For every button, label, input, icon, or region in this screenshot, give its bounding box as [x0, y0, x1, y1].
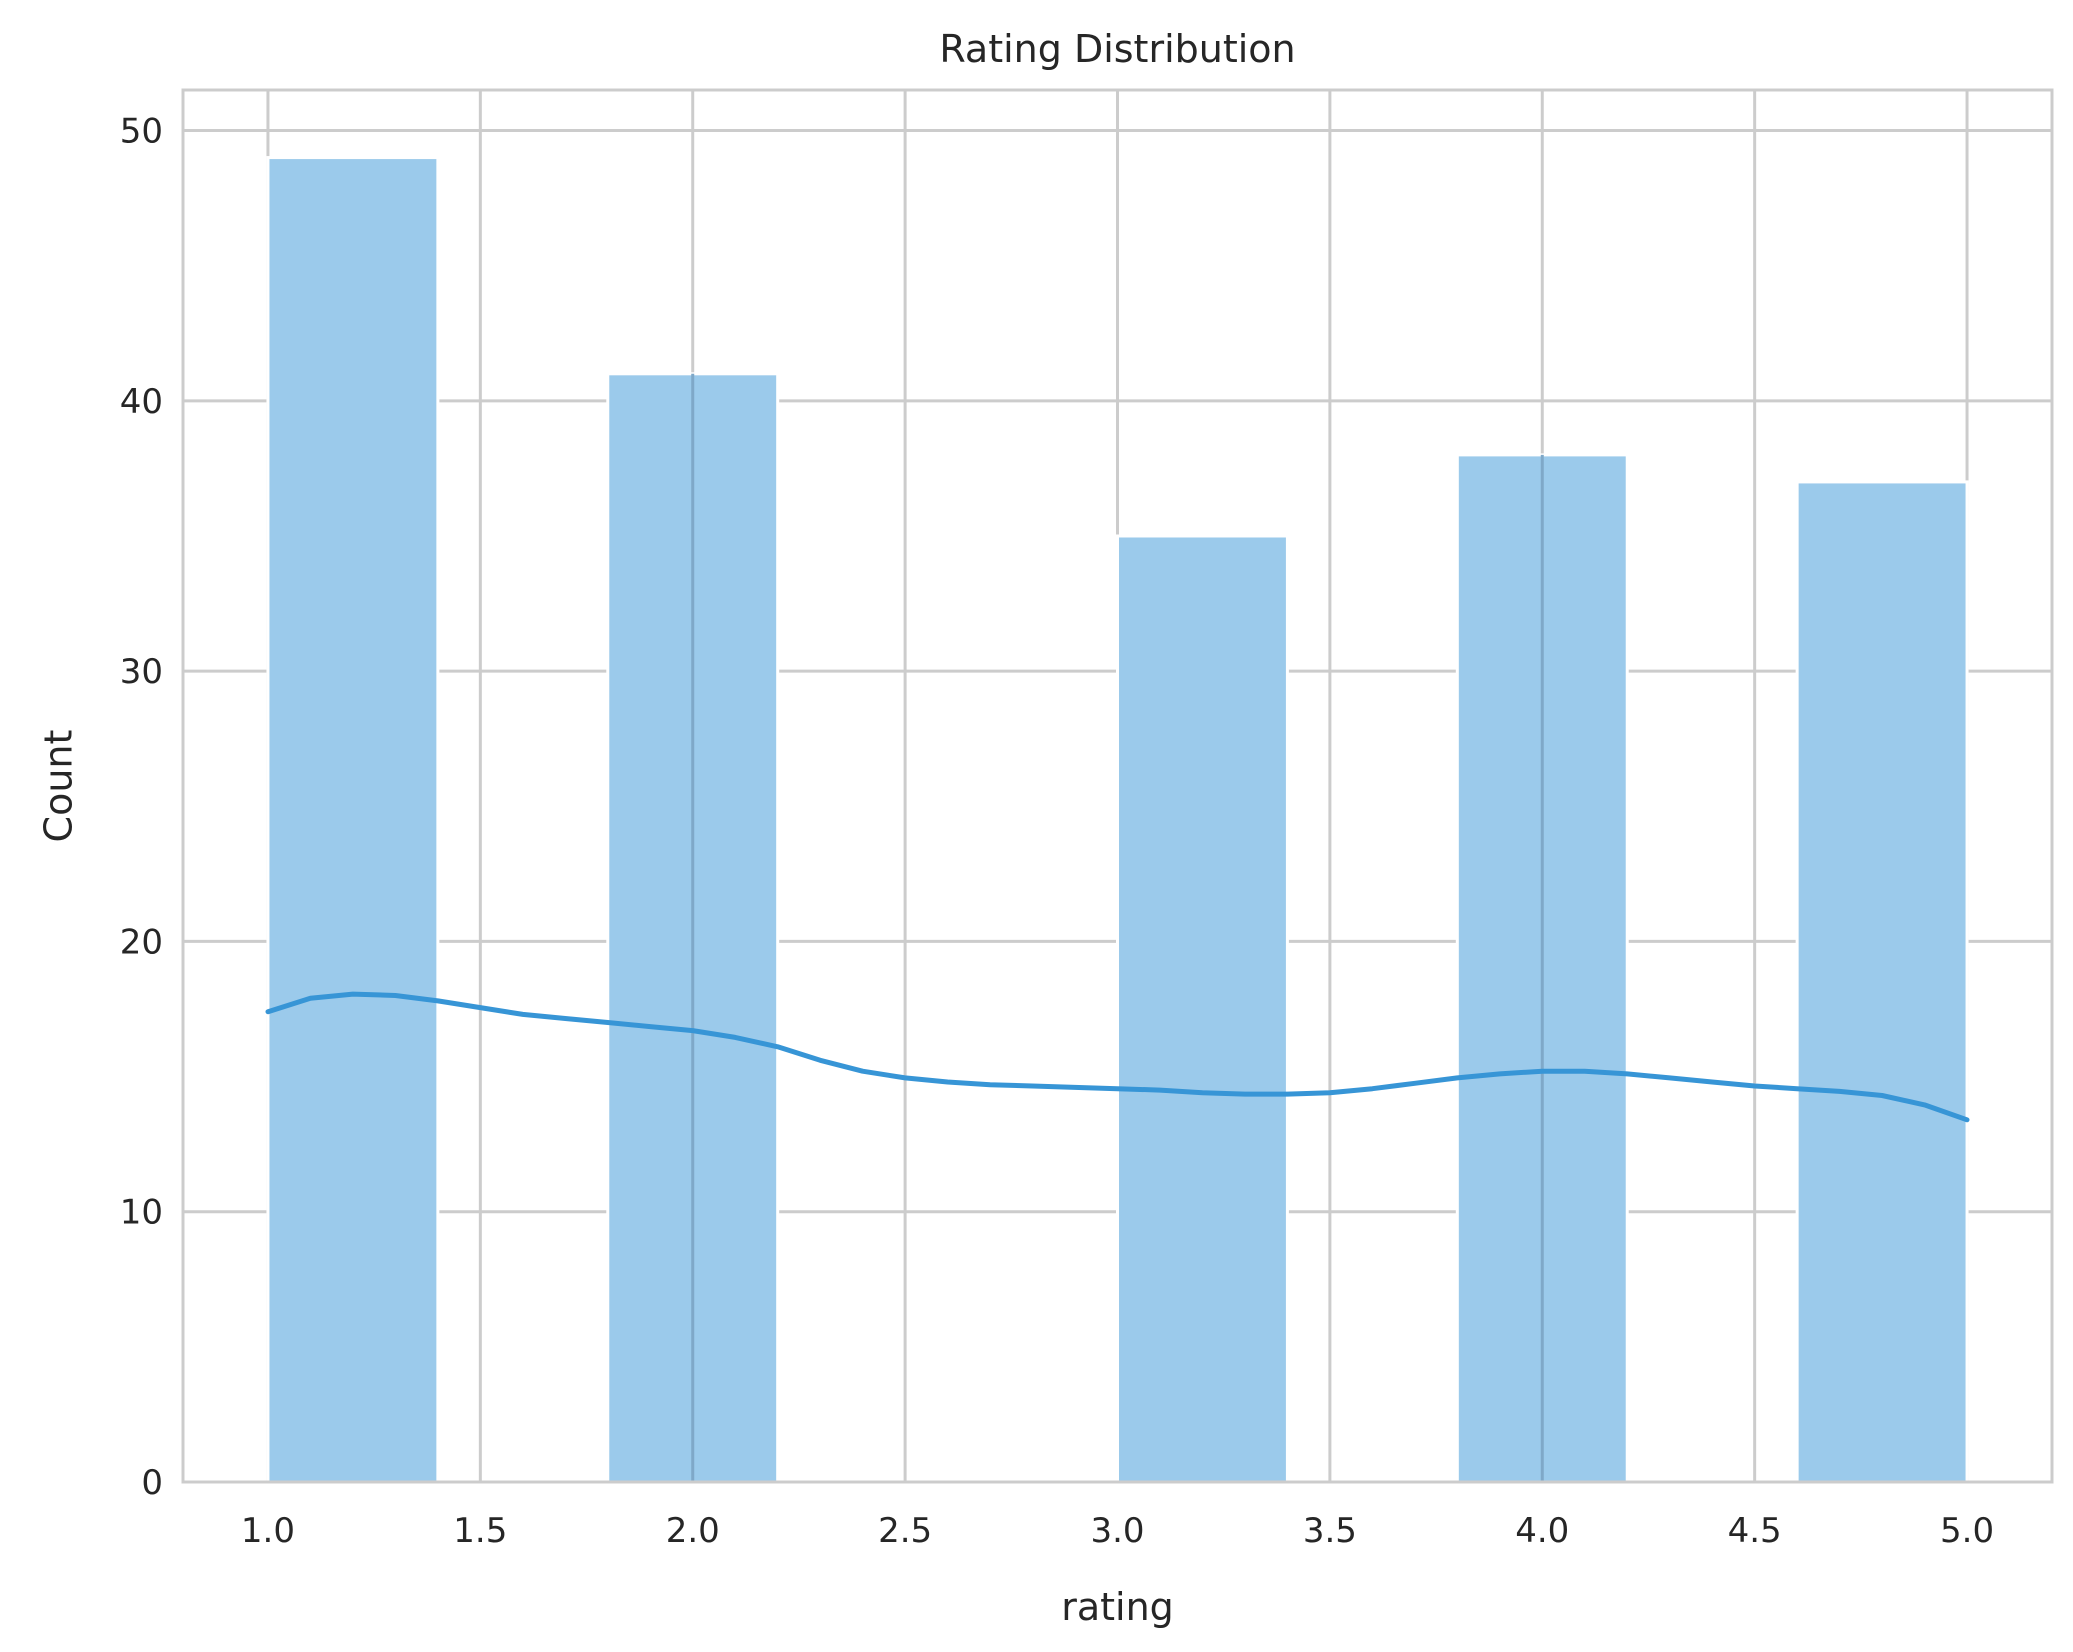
grid-overlay — [691, 373, 1544, 1482]
y-axis-ticks: 0 10 20 30 40 50 — [120, 112, 163, 1503]
x-tick-label-7: 4.5 — [1728, 1511, 1782, 1551]
y-tick-label-4: 40 — [120, 382, 163, 422]
x-tick-label-1: 1.5 — [453, 1511, 507, 1551]
x-axis-label: rating — [1061, 1585, 1174, 1629]
y-tick-label-2: 20 — [120, 922, 163, 962]
histogram-bar-4 — [1795, 480, 1969, 1484]
chart-title: Rating Distribution — [939, 27, 1295, 71]
x-tick-label-8: 5.0 — [1940, 1511, 1994, 1551]
kde-curve — [265, 991, 1970, 1123]
histogram-bars — [266, 156, 1969, 1484]
y-tick-label-3: 30 — [120, 652, 163, 692]
y-tick-label-0: 0 — [141, 1463, 163, 1503]
x-tick-label-6: 4.0 — [1515, 1511, 1569, 1551]
y-tick-label-1: 10 — [120, 1193, 163, 1233]
y-axis-label: Count — [36, 730, 80, 843]
x-tick-label-0: 1.0 — [241, 1511, 295, 1551]
histogram-bar-0 — [266, 156, 440, 1484]
x-tick-label-5: 3.5 — [1303, 1511, 1357, 1551]
x-tick-label-4: 3.0 — [1090, 1511, 1144, 1551]
plot-frame — [181, 88, 2054, 1484]
y-tick-label-5: 50 — [120, 112, 163, 152]
x-tick-label-2: 2.0 — [666, 1511, 720, 1551]
histogram-bar-2 — [1116, 534, 1289, 1484]
x-axis-ticks: 1.0 1.5 2.0 2.5 3.0 3.5 4.0 4.5 5.0 — [241, 1511, 1994, 1551]
x-tick-label-3: 2.5 — [878, 1511, 932, 1551]
